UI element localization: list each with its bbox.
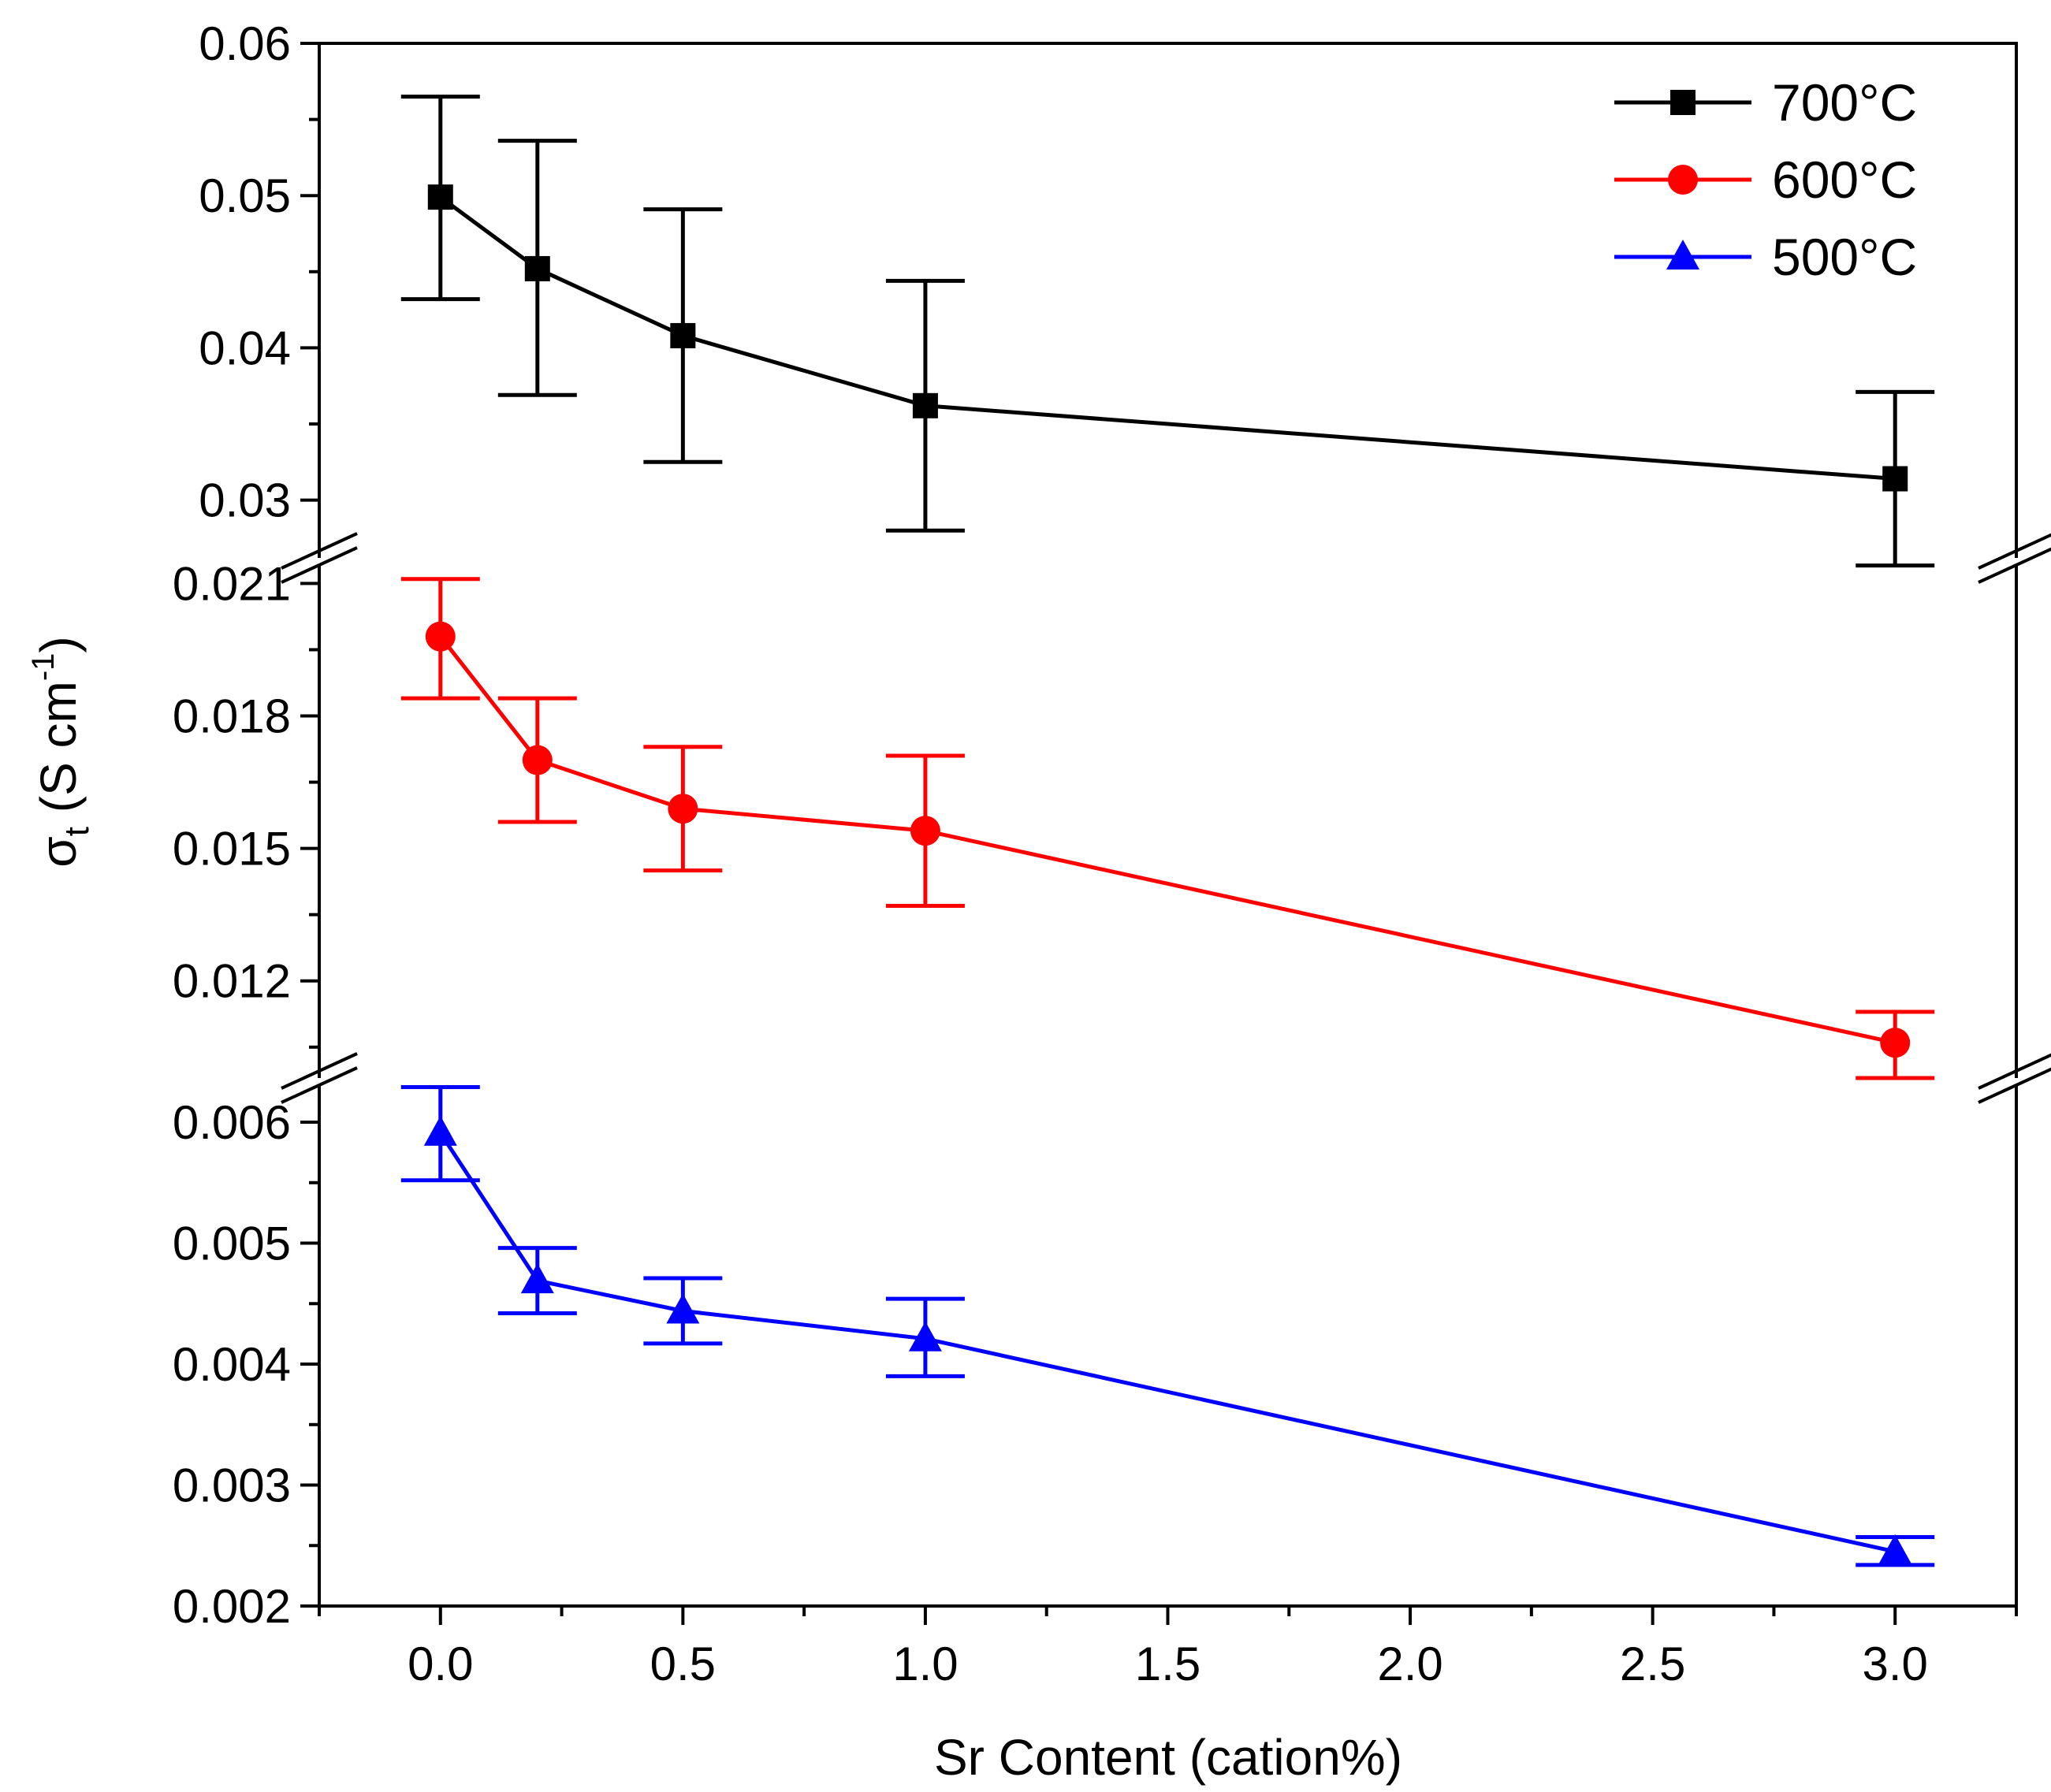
legend-marker-2 (1666, 240, 1699, 270)
y-tick-label-2-0: 0.002 (173, 1580, 291, 1633)
data-point-1-3 (910, 816, 940, 846)
data-point-2-4 (1878, 1534, 1912, 1564)
x-tick-label-5: 2.5 (1620, 1638, 1685, 1690)
data-point-1-0 (425, 621, 456, 652)
y-axis-superscript: -1 (26, 653, 61, 682)
data-point-2-3 (908, 1321, 942, 1351)
y-tick-label-0-2: 0.05 (199, 169, 291, 222)
x-tick-label-2: 1.0 (892, 1638, 958, 1690)
series-layer (400, 95, 1935, 1567)
axis-break-mark-1-1-1 (1978, 1067, 2051, 1104)
y-tick-label-2-1: 0.003 (173, 1459, 291, 1512)
data-point-1-2 (668, 794, 698, 824)
y-tick-label-0-1: 0.04 (199, 322, 291, 374)
y-tick-label-0-0: 0.03 (199, 474, 291, 527)
data-point-2-1 (520, 1263, 554, 1294)
x-axis-title: Sr Content (cation%) (934, 1729, 1402, 1786)
series-line-0 (439, 195, 1896, 481)
data-point-0-0 (427, 184, 453, 210)
y-tick-label-1-1: 0.015 (173, 823, 291, 876)
data-point-2-2 (666, 1293, 700, 1324)
y-tick-label-2-3: 0.005 (173, 1218, 291, 1270)
legend-label-0: 700°C (1772, 73, 1917, 132)
y-tick-label-1-2: 0.018 (173, 690, 291, 743)
data-point-1-4 (1880, 1028, 1911, 1058)
y-axis-subscript: t (58, 827, 96, 836)
axis-break-mark-0-0-1 (281, 546, 358, 584)
legend-marker-1 (1668, 165, 1698, 195)
axis-break-mark-0-1-1 (1978, 547, 2051, 584)
data-point-2-0 (423, 1115, 457, 1146)
data-point-0-3 (912, 392, 938, 418)
series-line-1 (438, 635, 1896, 1045)
y-axis-title: σt (S cm-1) (26, 636, 96, 868)
data-point-1-1 (522, 745, 553, 775)
y-tick-label-1-0: 0.012 (173, 955, 291, 1008)
axes-layer: 0.030.040.050.060.0120.0150.0180.0210.00… (173, 17, 2051, 1690)
axis-break-mark-0-1-0 (1978, 533, 2051, 570)
x-tick-label-4: 2.0 (1377, 1638, 1442, 1690)
axis-break-mark-0-0-0 (281, 532, 358, 570)
x-tick-label-3: 1.5 (1135, 1638, 1200, 1690)
y-tick-label-0-3: 0.06 (199, 17, 291, 70)
x-tick-label-1: 0.5 (650, 1638, 716, 1690)
axis-break-mark-1-0-1 (281, 1066, 358, 1104)
legend-label-1: 600°C (1772, 151, 1917, 209)
y-tick-label-2-4: 0.006 (173, 1096, 291, 1149)
y-axis-unit: (S cm (30, 681, 87, 827)
legend: 700°C 600°C 500°C (1614, 73, 1917, 286)
y-axis-symbol: σ (30, 836, 87, 868)
y-tick-label-1-3: 0.021 (173, 557, 291, 610)
y-axis-unit-close: ) (30, 636, 87, 652)
axis-break-mark-1-1-0 (1978, 1053, 2051, 1090)
data-point-0-2 (670, 322, 696, 348)
svg-text:σt (S cm-1): σt (S cm-1) (26, 636, 96, 868)
legend-marker-0 (1670, 90, 1696, 115)
data-point-0-1 (524, 255, 550, 281)
legend-label-2: 500°C (1772, 228, 1917, 286)
x-tick-label-0: 0.0 (408, 1638, 473, 1690)
data-point-0-4 (1882, 466, 1908, 492)
y-tick-label-2-2: 0.004 (173, 1338, 291, 1391)
axis-break-mark-1-0-0 (281, 1052, 358, 1090)
x-tick-label-6: 3.0 (1863, 1638, 1928, 1690)
